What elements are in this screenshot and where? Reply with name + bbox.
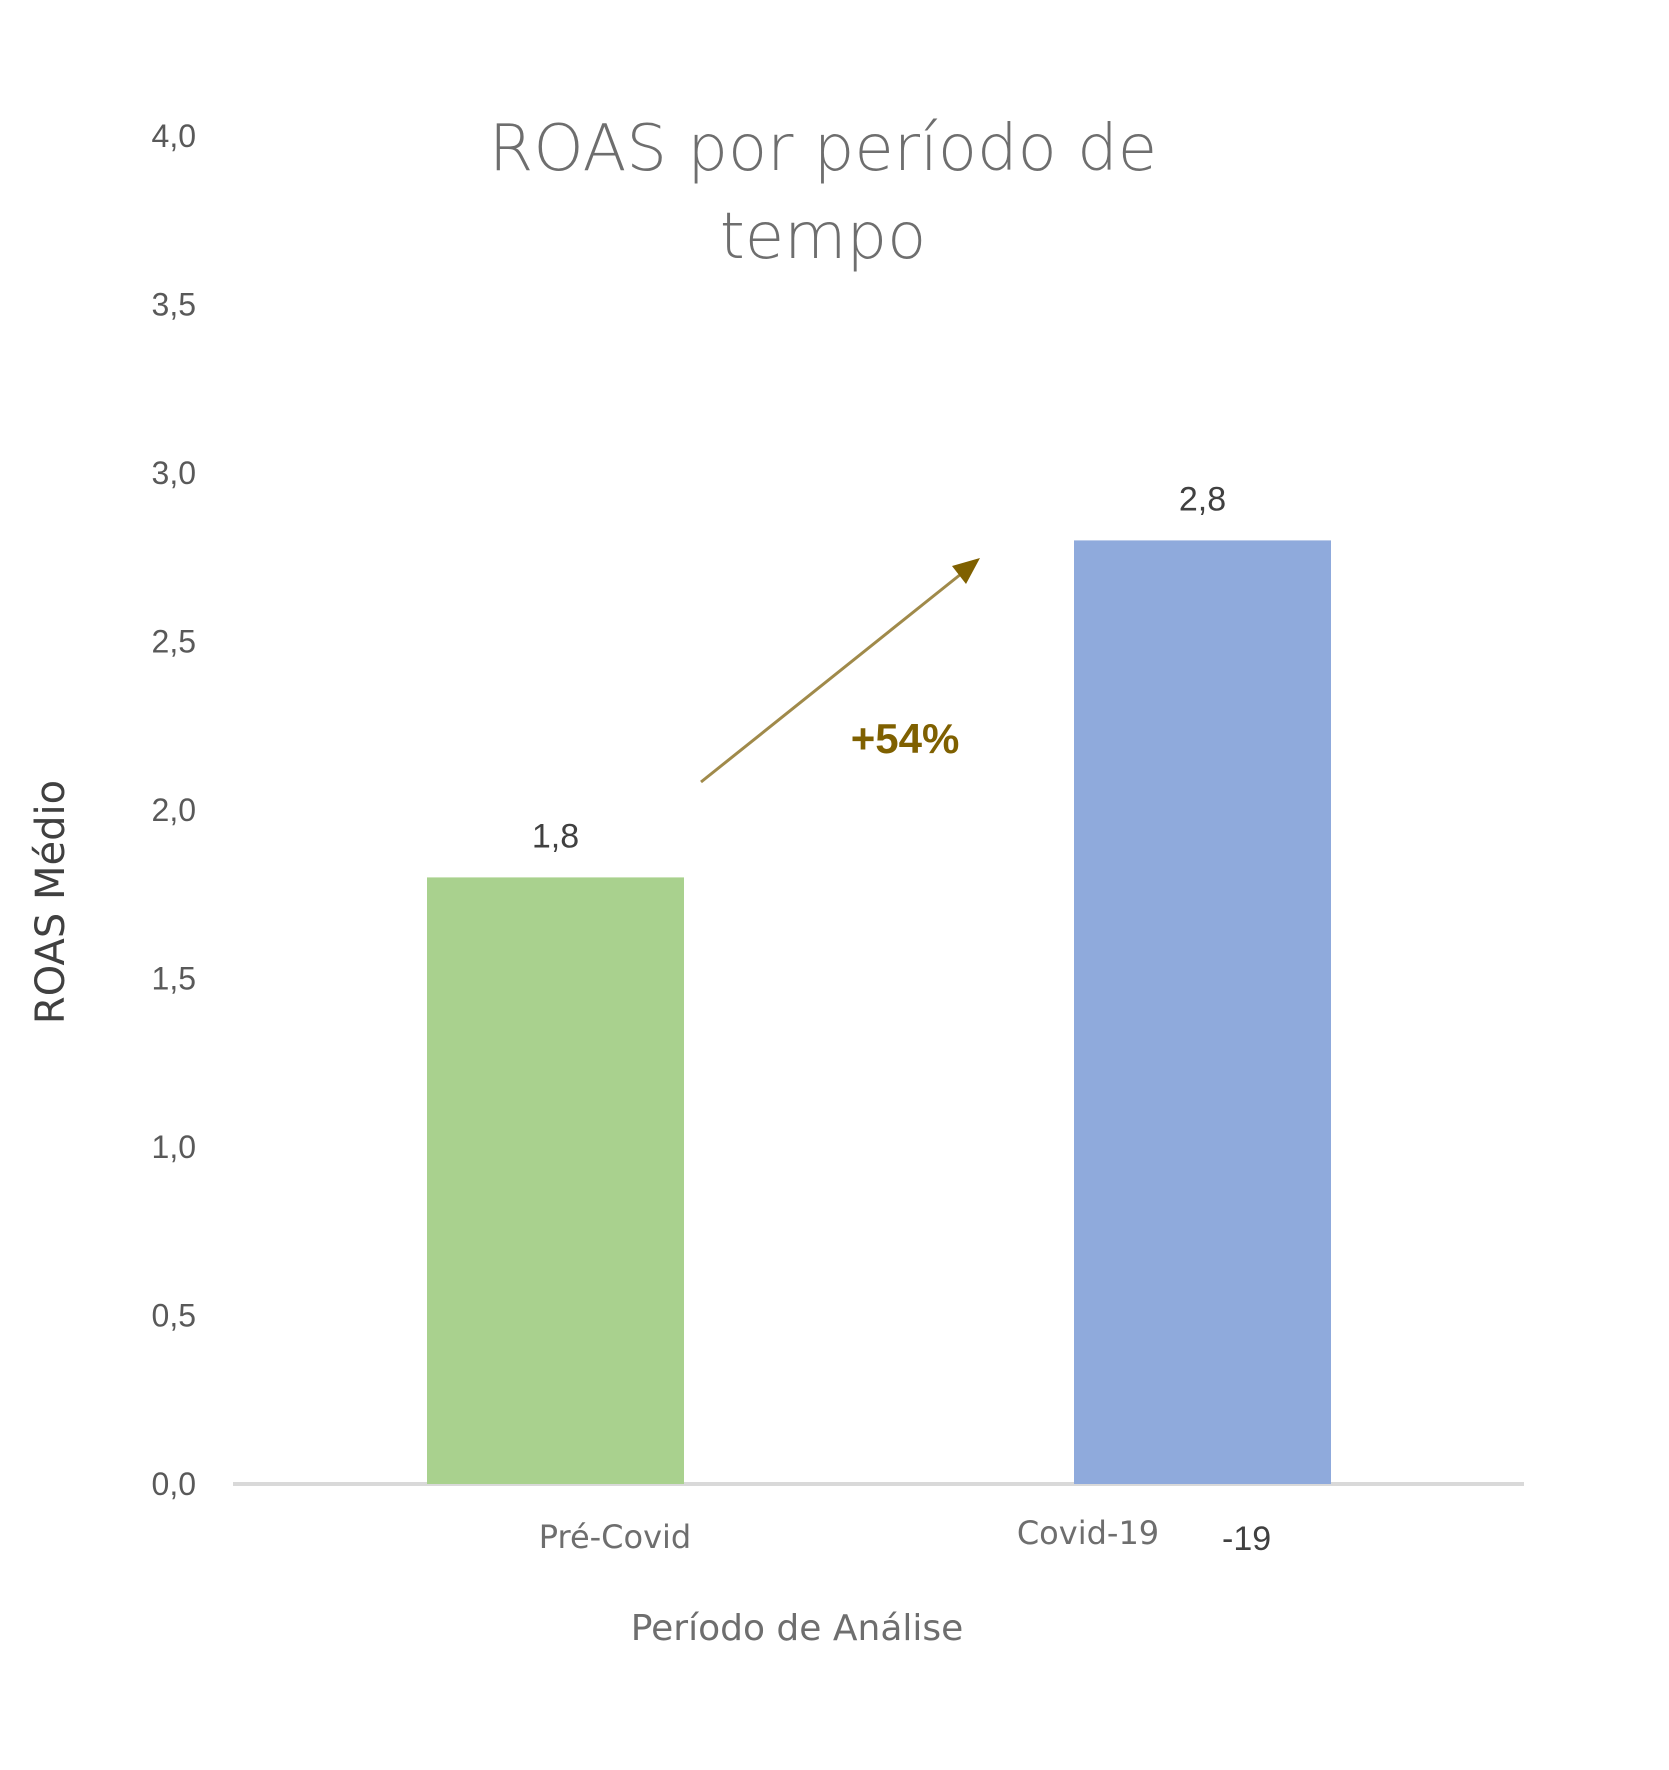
y-tick-label: 0,0 [152,1466,196,1502]
chart-title-line-1: ROAS por período de [489,112,1157,186]
y-tick-label: 2,5 [152,624,196,660]
x-tick-label-pre-covid: Pré-Covid [539,1518,691,1556]
y-axis-label: ROAS Médio [28,780,74,1024]
y-tick-label: 3,5 [152,287,196,323]
x-tick-label-covid-19: Covid-19 [1017,1514,1159,1552]
y-tick-label: 2,0 [152,792,196,828]
y-tick-label: 0,5 [152,1298,196,1334]
data-label: 1,8 [532,817,579,855]
growth-arrow [700,568,967,784]
y-tick-label: 3,0 [152,455,196,491]
bar-1 [1074,540,1331,1484]
bars: 1,8 2,8 [427,480,1331,1484]
chart-title-line-2: tempo [720,200,927,274]
growth-annotation: +54% [851,715,960,762]
bar-0 [427,877,684,1484]
y-tick-label: 4,0 [152,118,196,154]
data-label: 2,8 [1179,480,1226,518]
y-axis-ticks: 0,0 0,5 1,0 1,5 2,0 2,5 3,0 3,5 4,0 [152,118,196,1502]
artifact-text: -19 [1222,1520,1271,1558]
y-tick-label: 1,5 [152,961,196,997]
growth-arrow-head [952,558,980,584]
x-axis-label: Período de Análise [631,1608,964,1649]
y-tick-label: 1,0 [152,1129,196,1165]
